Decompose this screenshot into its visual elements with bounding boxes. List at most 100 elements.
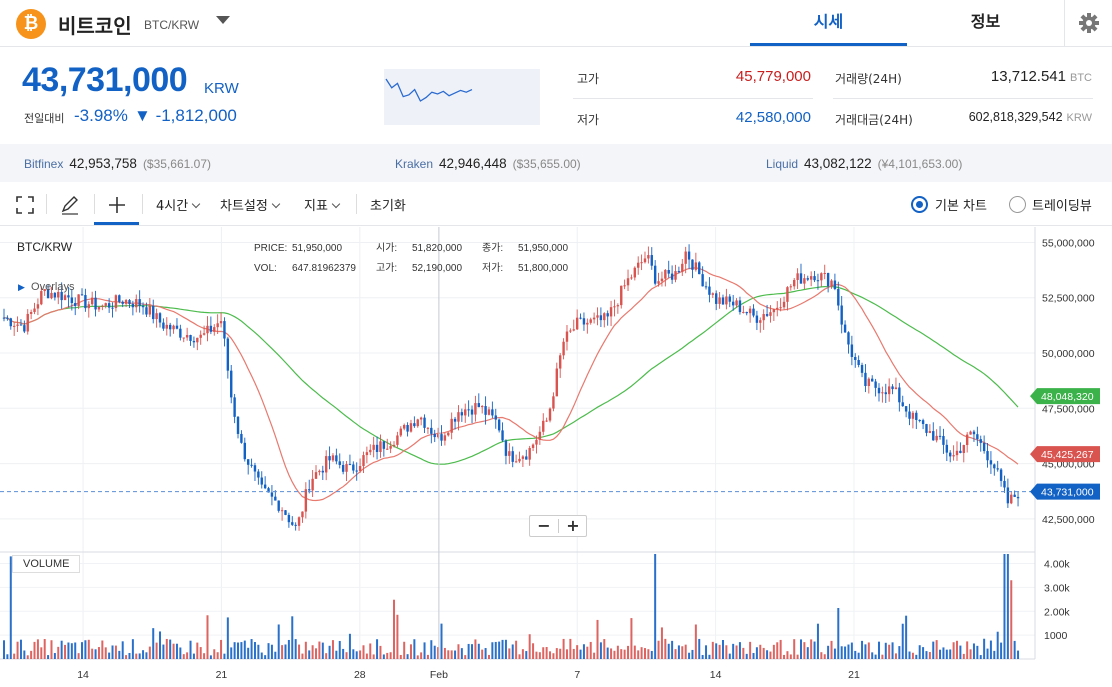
volume-bar: [355, 651, 358, 659]
gear-tooth: [1079, 21, 1084, 25]
candle: [901, 402, 904, 407]
volume-bar: [827, 645, 830, 659]
zoom-out-button[interactable]: −: [537, 516, 551, 535]
volume-bar: [732, 643, 735, 659]
volume-bar: [226, 617, 229, 659]
candle: [189, 335, 192, 341]
candle: [647, 255, 650, 259]
candle: [175, 325, 179, 329]
candle: [633, 267, 637, 278]
fullscreen-icon[interactable]: [14, 194, 36, 216]
candle: [877, 387, 881, 394]
candle: [589, 319, 592, 323]
volume-bar: [362, 645, 365, 659]
settings-button[interactable]: [1064, 0, 1112, 46]
candle: [586, 322, 589, 325]
candle: [50, 292, 53, 299]
volume-bar: [888, 644, 891, 659]
candle: [23, 325, 26, 332]
overlays-toggle[interactable]: ▶ Overlays: [18, 281, 74, 293]
change-amount: ▼ -1,812,000: [134, 106, 237, 126]
volume-bar: [725, 645, 728, 659]
ma-short-line: [3, 267, 1019, 502]
indicators-menu[interactable]: 지표: [304, 195, 341, 214]
volume-bar: [515, 640, 518, 659]
volume-bar: [131, 639, 134, 659]
candle: [291, 522, 294, 525]
volume-bar: [705, 645, 708, 659]
chart-canvas[interactable]: 55,000,000 52,500,000 50,000,000 47,500,000…: [0, 227, 1112, 687]
volume-bar: [281, 645, 284, 659]
exchange-name[interactable]: Liquid: [766, 157, 799, 171]
candle: [274, 496, 277, 501]
exchange-foreign: ($35,661.07): [142, 157, 211, 171]
exchange-liquid[interactable]: Liquid 43,082,122 (¥4,101,653.00): [766, 156, 962, 171]
candle: [162, 322, 165, 329]
price-tick-label: 55,000,000: [1042, 237, 1095, 249]
candle: [704, 286, 708, 288]
interval-select[interactable]: 4시간: [156, 195, 201, 214]
chevron-down-icon[interactable]: [216, 16, 230, 24]
exchange-bitfinex[interactable]: Bitfinex 42,953,758 ($35,661.07): [24, 156, 211, 171]
candle: [324, 456, 328, 473]
candle: [386, 448, 389, 450]
candle: [898, 387, 901, 403]
basic-chart-label[interactable]: 기본 차트: [935, 199, 987, 214]
tradingview-label[interactable]: 트레이딩뷰: [1032, 199, 1092, 214]
exchange-kraken[interactable]: Kraken 42,946,448 ($35,655.00): [395, 156, 581, 171]
volume-bar: [406, 654, 409, 659]
candle: [467, 409, 470, 411]
volume-bar: [345, 652, 348, 659]
radio-basic-chart[interactable]: [911, 196, 928, 213]
candle: [793, 279, 796, 287]
volume-bar: [939, 649, 942, 659]
volume-bar: [674, 649, 677, 659]
volume-bar: [894, 653, 897, 659]
volume-bar: [440, 623, 443, 659]
candle: [728, 296, 731, 302]
volume-bar: [196, 642, 199, 659]
tab-price[interactable]: 시세: [750, 0, 907, 46]
candle: [843, 324, 847, 333]
reset-button[interactable]: 초기화: [370, 199, 406, 214]
volume-bar: [677, 645, 680, 659]
header: ₿ 비트코인 BTC/KRW 시세 정보: [0, 0, 1112, 47]
radio-tradingview[interactable]: [1009, 196, 1026, 213]
candle: [952, 455, 955, 457]
candle: [782, 301, 786, 308]
candle: [270, 492, 274, 497]
volume-tick-label: 1000: [1044, 630, 1068, 642]
price-chart[interactable]: 55,000,000 52,500,000 50,000,000 47,500,000…: [0, 227, 1112, 687]
tab-info[interactable]: 정보: [970, 12, 1001, 31]
crosshair-icon[interactable]: [105, 193, 129, 217]
volume-bar: [925, 651, 928, 659]
volume-bar: [864, 644, 867, 659]
candle: [643, 258, 647, 263]
chart-settings-menu[interactable]: 차트설정: [220, 195, 281, 214]
candle: [667, 269, 670, 274]
candle: [759, 320, 762, 323]
volume-bar: [460, 648, 463, 659]
volume-bar: [13, 653, 16, 659]
candle: [904, 406, 908, 412]
candle: [609, 307, 613, 317]
volume-bar: [593, 652, 596, 659]
candle: [182, 337, 185, 339]
exchange-name[interactable]: Kraken: [395, 157, 434, 171]
volume-bar: [796, 654, 799, 659]
volume-bar: [135, 653, 138, 659]
volume-pane-label: VOLUME: [12, 555, 81, 573]
candle: [358, 466, 362, 471]
volume-bar: [847, 644, 850, 659]
volume-bar: [691, 649, 694, 659]
volume-bar: [298, 644, 301, 659]
zoom-in-button[interactable]: +: [566, 516, 580, 535]
volume-bar: [376, 639, 379, 659]
candle: [60, 291, 63, 301]
pencil-icon[interactable]: [58, 193, 82, 217]
volume-bar: [1006, 554, 1009, 659]
volume-bar: [711, 641, 714, 659]
volume-bar: [789, 654, 792, 659]
exchange-name[interactable]: Bitfinex: [24, 157, 64, 171]
candle: [43, 289, 46, 292]
